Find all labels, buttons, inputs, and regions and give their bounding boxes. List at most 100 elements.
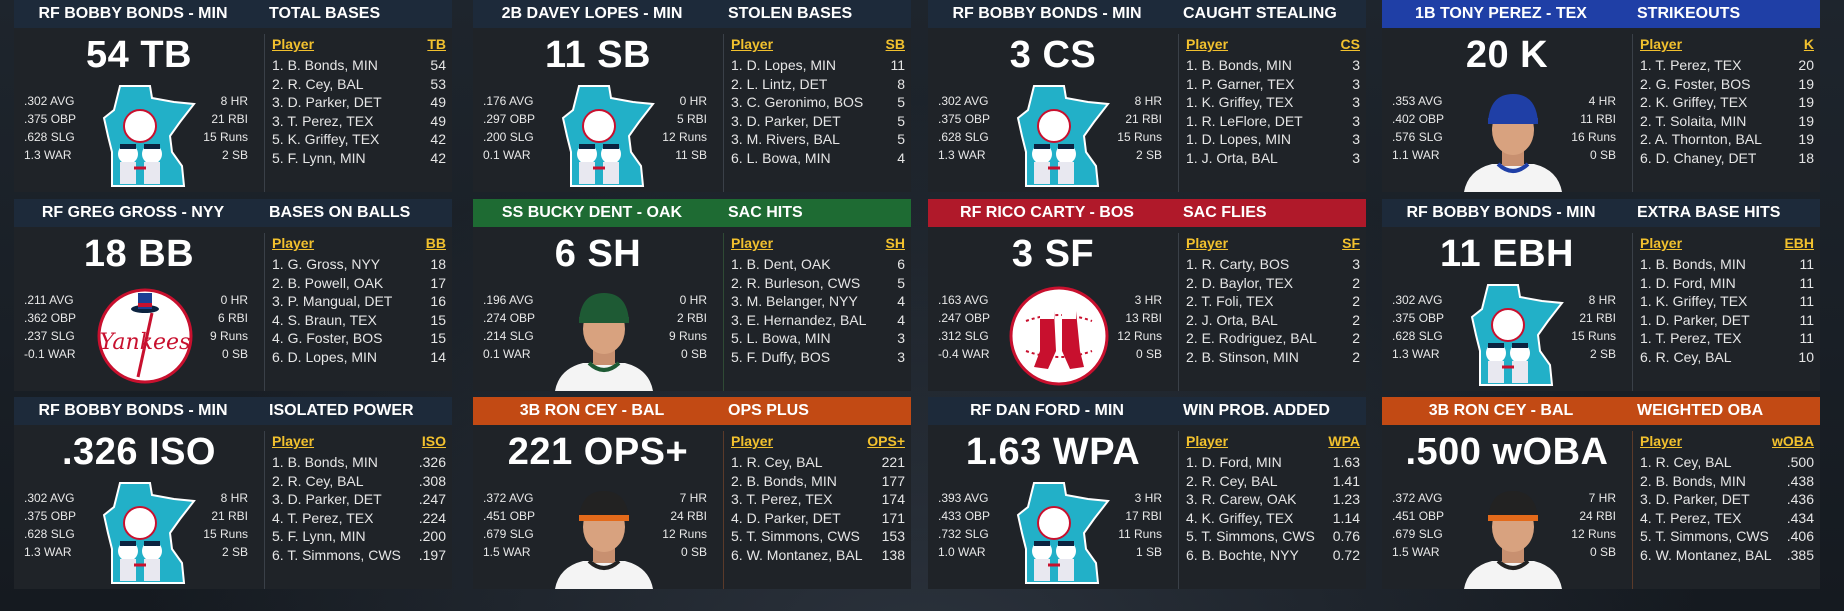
- table-row[interactable]: 4. S. Braun, TEX 15: [272, 311, 446, 330]
- table-row[interactable]: 1. K. Griffey, TEX 3: [1186, 93, 1360, 112]
- table-row[interactable]: 4. K. Griffey, TEX 1.14: [1186, 509, 1360, 528]
- leader-name[interactable]: 4. T. Perez, TEX: [1640, 509, 1742, 526]
- table-row[interactable]: 1. K. Griffey, TEX 11: [1640, 292, 1814, 311]
- leader-card[interactable]: RF GREG GROSS - NYY BASES ON BALLS 18 BB .2…: [14, 199, 452, 391]
- table-row[interactable]: 4. T. Perez, TEX .434: [1640, 509, 1814, 528]
- leader-name[interactable]: 1. D. Lopes, MIN: [731, 57, 837, 73]
- minnesota-logo[interactable]: [1004, 82, 1114, 192]
- leader-card[interactable]: 1B TONY PEREZ - TEX STRIKEOUTS 20 K .353 AV…: [1382, 0, 1820, 192]
- table-row[interactable]: 4. T. Perez, TEX .224: [272, 509, 446, 528]
- leader-name[interactable]: 1. P. Garner, TEX: [1186, 75, 1295, 92]
- column-header-player[interactable]: Player: [731, 36, 774, 52]
- leader-name[interactable]: 4. K. Griffey, TEX: [1186, 509, 1294, 526]
- leader-name[interactable]: 2. E. Rodriguez, BAL: [1186, 330, 1317, 347]
- player-orioles[interactable]: [549, 479, 659, 589]
- table-row[interactable]: 1. R. Carty, BOS 3: [1186, 255, 1360, 274]
- leader-name[interactable]: 6. W. Montanez, BAL: [731, 546, 863, 563]
- leader-name[interactable]: 2. R. Cey, BAL: [272, 75, 364, 92]
- minnesota-logo[interactable]: [1458, 281, 1568, 391]
- table-row[interactable]: 1. D. Lopes, MIN 3: [1186, 130, 1360, 149]
- table-row[interactable]: 1. D. Lopes, MIN 11: [731, 56, 905, 75]
- leader-name[interactable]: 1. D. Ford, MIN: [1186, 454, 1282, 470]
- table-row[interactable]: 6. D. Lopes, MIN 14: [272, 348, 446, 367]
- table-row[interactable]: 3. D. Parker, DET 49: [272, 93, 446, 112]
- leader-name[interactable]: 6. R. Cey, BAL: [1640, 348, 1732, 365]
- table-row[interactable]: 2. T. Foli, TEX 2: [1186, 292, 1360, 311]
- leader-name[interactable]: 1. T. Perez, TEX: [1640, 330, 1742, 347]
- leader-name[interactable]: 3. D. Parker, DET: [731, 112, 841, 129]
- table-row[interactable]: 2. J. Orta, BAL 2: [1186, 311, 1360, 330]
- leader-name[interactable]: 2. R. Burleson, CWS: [731, 274, 861, 291]
- table-row[interactable]: 1. P. Garner, TEX 3: [1186, 75, 1360, 94]
- table-row[interactable]: 6. R. Cey, BAL 10: [1640, 348, 1814, 367]
- column-header-stat[interactable]: WPA: [1328, 433, 1360, 449]
- player-name-header[interactable]: RF BOBBY BONDS - MIN: [952, 5, 1142, 22]
- table-row[interactable]: 2. R. Cey, BAL 53: [272, 75, 446, 94]
- leader-name[interactable]: 1. B. Bonds, MIN: [272, 454, 378, 470]
- player-athletics[interactable]: [549, 281, 659, 391]
- leader-name[interactable]: 1. D. Parker, DET: [1640, 311, 1750, 328]
- column-header-player[interactable]: Player: [731, 235, 774, 251]
- leader-name[interactable]: 2. B. Bonds, MIN: [1640, 472, 1746, 489]
- leader-name[interactable]: 4. S. Braun, TEX: [272, 311, 377, 328]
- table-row[interactable]: 2. B. Bonds, MIN 177: [731, 472, 905, 491]
- table-row[interactable]: 2. K. Griffey, TEX 19: [1640, 93, 1814, 112]
- leader-name[interactable]: 2. B. Stinson, MIN: [1186, 348, 1299, 365]
- column-header-player[interactable]: Player: [1186, 36, 1229, 52]
- redsox-logo[interactable]: [1004, 281, 1114, 391]
- leader-name[interactable]: 1. B. Dent, OAK: [731, 256, 831, 272]
- table-row[interactable]: 5. F. Lynn, MIN 42: [272, 149, 446, 168]
- leader-card[interactable]: SS BUCKY DENT - OAK SAC HITS 6 SH .196 AVG.…: [473, 199, 911, 391]
- table-row[interactable]: 2. B. Stinson, MIN 2: [1186, 348, 1360, 367]
- table-row[interactable]: 1. B. Bonds, MIN .326: [272, 453, 446, 472]
- table-row[interactable]: 3. T. Perez, TEX 174: [731, 490, 905, 509]
- table-row[interactable]: 1. G. Gross, NYY 18: [272, 255, 446, 274]
- leader-card[interactable]: RF RICO CARTY - BOS SAC FLIES 3 SF .163 AVG…: [928, 199, 1366, 391]
- table-row[interactable]: 5. F. Duffy, BOS 3: [731, 348, 905, 367]
- table-row[interactable]: 1. B. Bonds, MIN 11: [1640, 255, 1814, 274]
- leader-card[interactable]: 2B DAVEY LOPES - MIN STOLEN BASES 11 SB .17…: [473, 0, 911, 192]
- table-row[interactable]: 1. D. Ford, MIN 1.63: [1186, 453, 1360, 472]
- leader-name[interactable]: 1. R. Carty, BOS: [1186, 256, 1290, 272]
- minnesota-logo[interactable]: [549, 82, 659, 192]
- leader-name[interactable]: 2. D. Baylor, TEX: [1186, 274, 1294, 291]
- leader-name[interactable]: 2. R. Cey, BAL: [1186, 472, 1278, 489]
- table-row[interactable]: 3. M. Belanger, NYY 4: [731, 292, 905, 311]
- leader-name[interactable]: 5. L. Bowa, MIN: [731, 330, 831, 347]
- table-row[interactable]: 3. R. Carew, OAK 1.23: [1186, 490, 1360, 509]
- player-name-header[interactable]: RF BOBBY BONDS - MIN: [38, 5, 228, 22]
- leader-name[interactable]: 1. T. Perez, TEX: [1640, 57, 1742, 73]
- leader-name[interactable]: 5. T. Simmons, CWS: [1640, 528, 1769, 545]
- column-header-player[interactable]: Player: [1640, 36, 1683, 52]
- leader-name[interactable]: 2. A. Thornton, BAL: [1640, 131, 1762, 148]
- player-name-header[interactable]: RF GREG GROSS - NYY: [41, 204, 225, 221]
- leader-name[interactable]: 3. D. Parker, DET: [272, 94, 382, 111]
- table-row[interactable]: 2. G. Foster, BOS 19: [1640, 75, 1814, 94]
- player-name-header[interactable]: 2B DAVEY LOPES - MIN: [501, 5, 683, 22]
- table-row[interactable]: 1. D. Ford, MIN 11: [1640, 274, 1814, 293]
- leader-name[interactable]: 1. D. Ford, MIN: [1640, 274, 1736, 291]
- minnesota-logo[interactable]: [90, 82, 200, 192]
- leader-name[interactable]: 5. K. Griffey, TEX: [272, 131, 380, 148]
- table-row[interactable]: 5. L. Bowa, MIN 3: [731, 329, 905, 348]
- player-name-header[interactable]: RF DAN FORD - MIN: [970, 402, 1124, 419]
- leader-card[interactable]: RF BOBBY BONDS - MIN EXTRA BASE HITS 11 EB…: [1382, 199, 1820, 391]
- table-row[interactable]: 4. D. Parker, DET 171: [731, 509, 905, 528]
- leader-name[interactable]: 3. C. Geronimo, BOS: [731, 94, 864, 111]
- leader-name[interactable]: 2. T. Solaita, MIN: [1640, 112, 1747, 129]
- table-row[interactable]: 6. L. Bowa, MIN 4: [731, 149, 905, 168]
- table-row[interactable]: 2. T. Solaita, MIN 19: [1640, 112, 1814, 131]
- minnesota-logo[interactable]: [90, 479, 200, 589]
- column-header-stat[interactable]: ISO: [421, 433, 446, 449]
- table-row[interactable]: 3. P. Mangual, DET 16: [272, 292, 446, 311]
- table-row[interactable]: 6. B. Bochte, NYY 0.72: [1186, 546, 1360, 565]
- column-header-stat[interactable]: SH: [885, 235, 905, 251]
- leader-name[interactable]: 4. D. Parker, DET: [731, 509, 841, 526]
- leader-name[interactable]: 4. T. Perez, TEX: [272, 509, 374, 526]
- table-row[interactable]: 5. T. Simmons, CWS 153: [731, 527, 905, 546]
- player-name-header[interactable]: SS BUCKY DENT - OAK: [501, 204, 683, 221]
- column-header-stat[interactable]: TB: [427, 36, 446, 52]
- column-header-stat[interactable]: K: [1803, 36, 1814, 52]
- leader-name[interactable]: 2. G. Foster, BOS: [1640, 75, 1751, 92]
- leader-name[interactable]: 5. F. Lynn, MIN: [272, 528, 366, 545]
